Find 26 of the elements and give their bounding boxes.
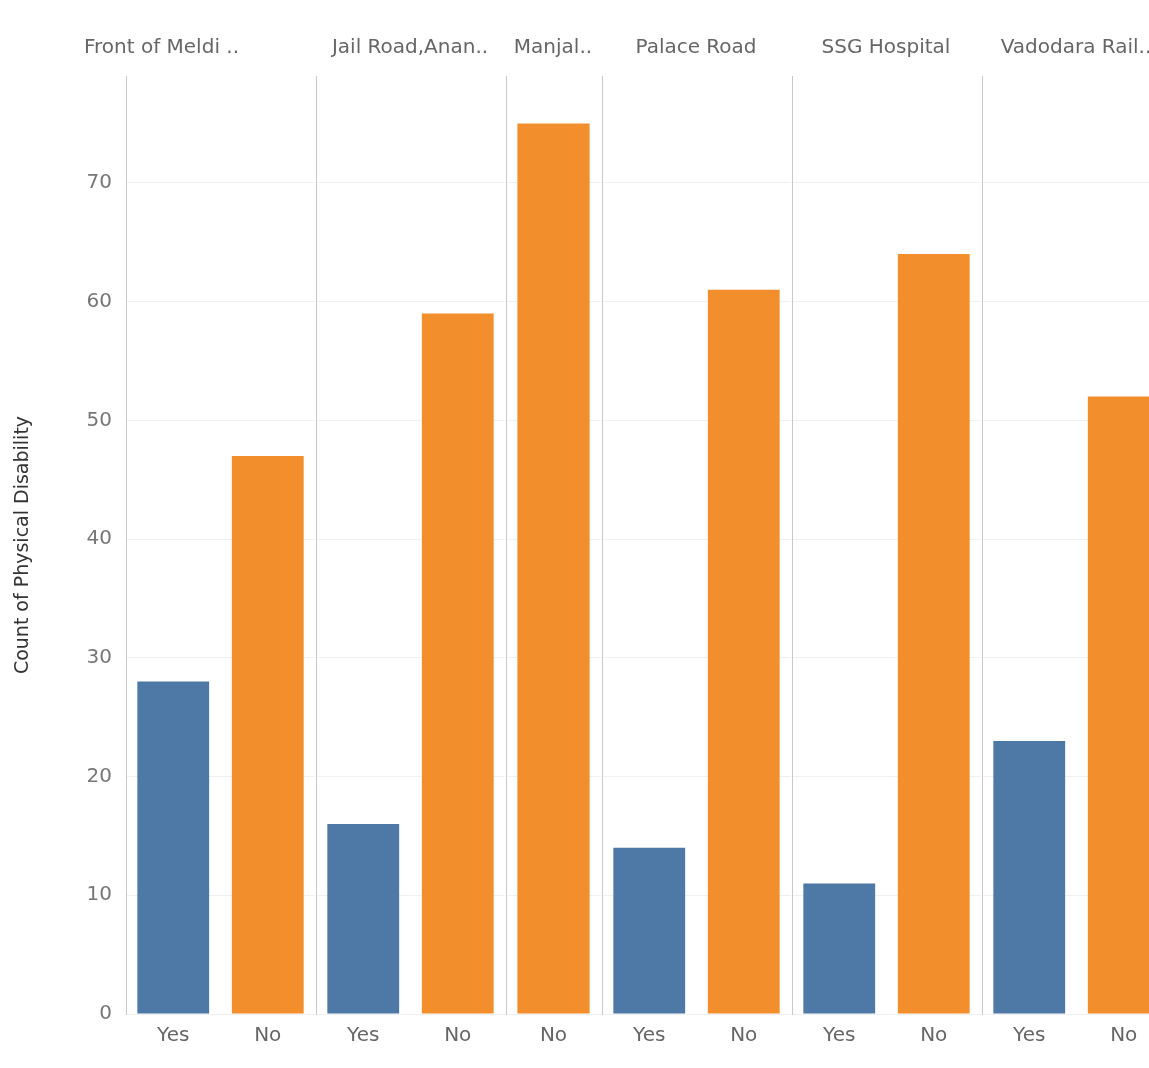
x-tick-label: No: [730, 1022, 758, 1047]
chart-title: Front of Meldi ..: [83, 34, 240, 59]
x-tick-label: Yes: [156, 1022, 190, 1047]
x-tick-label: Yes: [632, 1022, 666, 1047]
x-tick-label: Yes: [822, 1022, 856, 1047]
chart-title: Manjal..: [513, 34, 593, 59]
x-tick-label: No: [539, 1022, 568, 1047]
x-tick-label: No: [444, 1022, 472, 1047]
y-tick-label: 50: [86, 406, 112, 431]
y-tick-label: 60: [86, 287, 112, 312]
y-tick-label: 40: [86, 525, 112, 550]
y-tick-label: 70: [86, 169, 112, 194]
y-tick-label: 20: [86, 762, 112, 787]
chart-title: Palace Road: [635, 34, 757, 59]
x-tick-label: No: [254, 1022, 282, 1047]
y-tick-label: 0: [99, 1000, 112, 1025]
y-axis-title: Count of Physical Disability: [10, 415, 33, 675]
x-tick-label: No: [920, 1022, 948, 1047]
y-tick-label: 10: [86, 881, 112, 906]
y-tick-label: 30: [86, 644, 112, 668]
x-tick-label: Yes: [1012, 1022, 1046, 1047]
x-tick-label: No: [1110, 1022, 1138, 1047]
chart-title: Jail Road,Anan..: [329, 34, 489, 59]
chart-title: SSG Hospital: [821, 34, 951, 59]
x-tick-label: Yes: [346, 1022, 380, 1047]
chart-title: Vadodara Rail..: [1000, 34, 1149, 59]
